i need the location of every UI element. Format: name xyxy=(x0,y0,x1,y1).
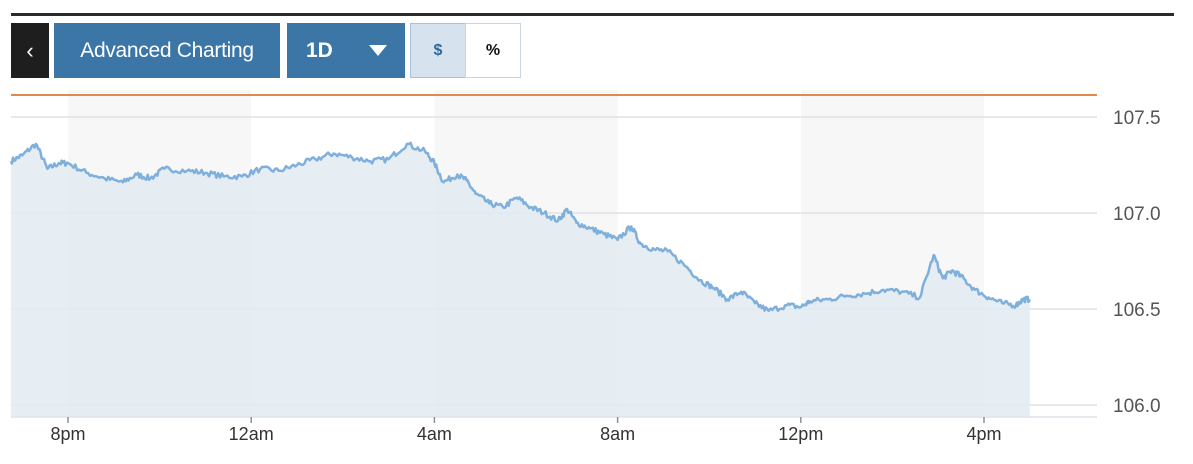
dollar-mode-button[interactable]: $ xyxy=(410,23,466,78)
price-line xyxy=(9,141,1031,313)
x-tick-label: 8am xyxy=(600,424,635,444)
caret-down-icon xyxy=(369,45,387,56)
y-tick-label: 106.5 xyxy=(1113,300,1161,321)
percent-label: % xyxy=(485,41,501,59)
time-range-dropdown[interactable]: 1D xyxy=(287,23,405,78)
advanced-charting-button[interactable]: Advanced Charting xyxy=(54,23,280,78)
top-border xyxy=(11,13,1174,16)
dollar-label: $ xyxy=(433,41,443,59)
percent-mode-button[interactable]: % xyxy=(465,23,521,78)
x-tick-label: 12pm xyxy=(778,424,823,444)
x-tick-label: 4pm xyxy=(966,424,1001,444)
x-tick-label: 4am xyxy=(417,424,452,444)
chevron-left-icon: ‹ xyxy=(26,37,34,63)
x-tick-label: 8pm xyxy=(50,424,85,444)
time-range-label: 1D xyxy=(306,38,333,62)
advanced-charting-label: Advanced Charting xyxy=(80,38,254,62)
x-tick-label: 12am xyxy=(229,424,274,444)
back-button[interactable]: ‹ xyxy=(11,23,49,78)
y-tick-label: 106.0 xyxy=(1113,396,1161,417)
price-area xyxy=(11,142,1030,418)
y-tick-label: 107.0 xyxy=(1113,204,1161,225)
y-tick-label: 107.5 xyxy=(1113,108,1161,129)
